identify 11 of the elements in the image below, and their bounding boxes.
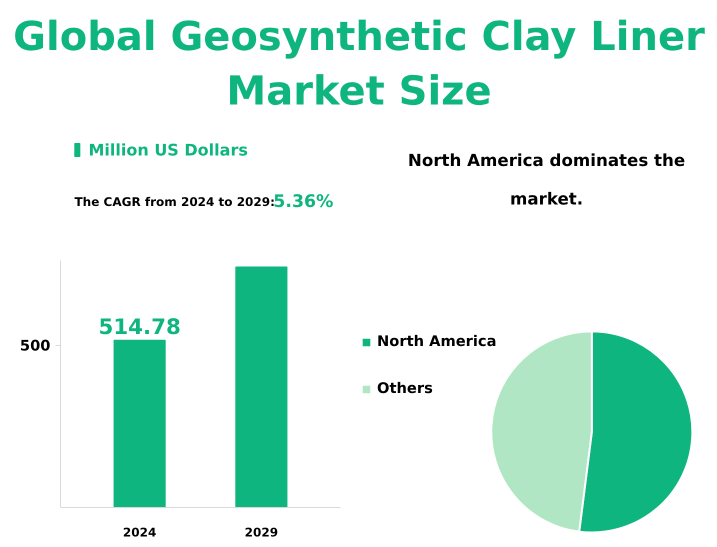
text: 514.78 bbox=[98, 315, 181, 340]
chart-title: North America dominates the market. bbox=[408, 151, 686, 208]
legend-label: Million US Dollars bbox=[88, 140, 248, 160]
text: The CAGR from 2024 to 2029: bbox=[74, 195, 275, 209]
text: 5.36% bbox=[273, 192, 334, 212]
legend-label: North America bbox=[377, 333, 496, 350]
x-tick-label: 2029 bbox=[244, 526, 278, 540]
chart-title: Global Geosynthetic Clay Liner Market Size bbox=[13, 14, 706, 114]
x-tick-label: 2024 bbox=[122, 526, 156, 540]
y-tick-label: 500 bbox=[20, 338, 50, 354]
legend-label: Others bbox=[377, 380, 433, 397]
